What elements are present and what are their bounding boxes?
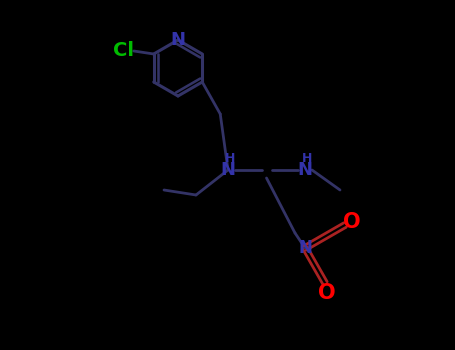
Text: O: O [343,212,361,232]
Text: Cl: Cl [113,42,134,61]
Text: N: N [221,161,236,179]
Text: O: O [318,283,336,303]
Text: N: N [298,239,312,257]
Text: N: N [298,161,313,179]
Text: H: H [302,153,312,166]
Text: H: H [225,153,235,166]
Text: N: N [171,31,186,49]
